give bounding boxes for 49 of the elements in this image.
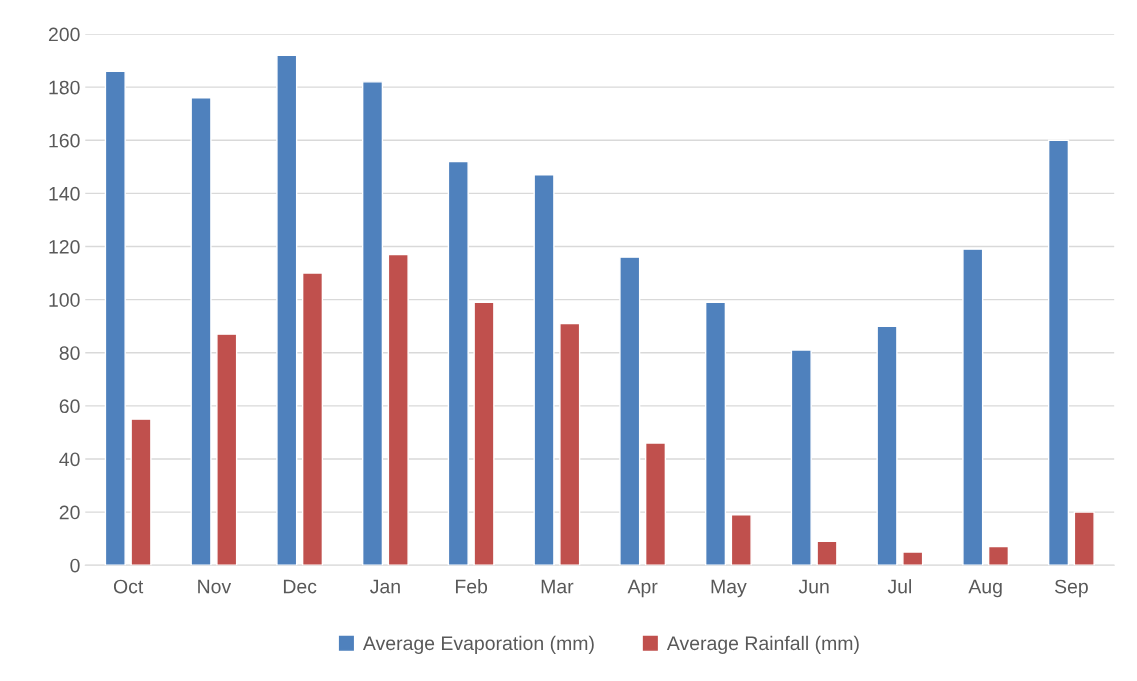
bar bbox=[130, 418, 152, 566]
x-tick-label: Nov bbox=[198, 579, 232, 594]
x-tick-label: May bbox=[711, 579, 747, 598]
y-tick-label: 80 bbox=[59, 346, 80, 360]
bar bbox=[1073, 511, 1095, 566]
y-tick-label: 200 bbox=[48, 27, 80, 42]
y-tick-label: 180 bbox=[49, 80, 80, 95]
bar bbox=[1047, 139, 1070, 566]
x-tick-label: Aug bbox=[968, 579, 1002, 598]
bar bbox=[876, 325, 898, 566]
y-tick-label: 60 bbox=[59, 399, 80, 414]
x-tick-label: Jul bbox=[887, 579, 912, 594]
y-tick-label: 100 bbox=[49, 293, 80, 307]
bar bbox=[104, 70, 126, 566]
bar bbox=[790, 349, 812, 566]
y-tick-label: 140 bbox=[49, 186, 80, 201]
bar bbox=[816, 540, 838, 566]
bar bbox=[473, 301, 495, 566]
x-tick-label: Apr bbox=[627, 579, 658, 598]
bar bbox=[902, 551, 924, 566]
bar bbox=[216, 333, 238, 566]
y-tick-label: 20 bbox=[59, 505, 80, 520]
bar bbox=[361, 81, 384, 566]
bar bbox=[301, 272, 324, 566]
x-tick-label: Mar bbox=[541, 579, 574, 594]
x-tick-label: Sep bbox=[1054, 579, 1088, 598]
x-tick-label: Oct bbox=[113, 579, 144, 594]
legend-label: Average Rainfall (mm) bbox=[666, 635, 859, 654]
x-tick-label: Jan bbox=[370, 579, 400, 594]
bar bbox=[276, 54, 298, 566]
bar bbox=[962, 248, 984, 566]
y-tick-label: 120 bbox=[49, 239, 80, 254]
bar bbox=[730, 514, 752, 566]
bar bbox=[987, 545, 1010, 566]
bar bbox=[619, 256, 641, 566]
y-tick-label: 160 bbox=[49, 133, 80, 148]
bar bbox=[704, 301, 727, 566]
bar bbox=[190, 97, 212, 566]
bar bbox=[644, 442, 667, 566]
y-tick-label: 40 bbox=[59, 452, 80, 467]
x-tick-label: Dec bbox=[283, 579, 317, 594]
bar bbox=[387, 253, 409, 566]
x-tick-label: Jun bbox=[798, 579, 829, 594]
bar bbox=[533, 174, 555, 566]
y-tick-label: 0 bbox=[70, 558, 80, 573]
x-tick-label: Feb bbox=[455, 579, 488, 594]
legend-label: Average Evaporation (mm) bbox=[362, 635, 594, 654]
bar bbox=[559, 322, 581, 566]
bar bbox=[447, 160, 469, 566]
